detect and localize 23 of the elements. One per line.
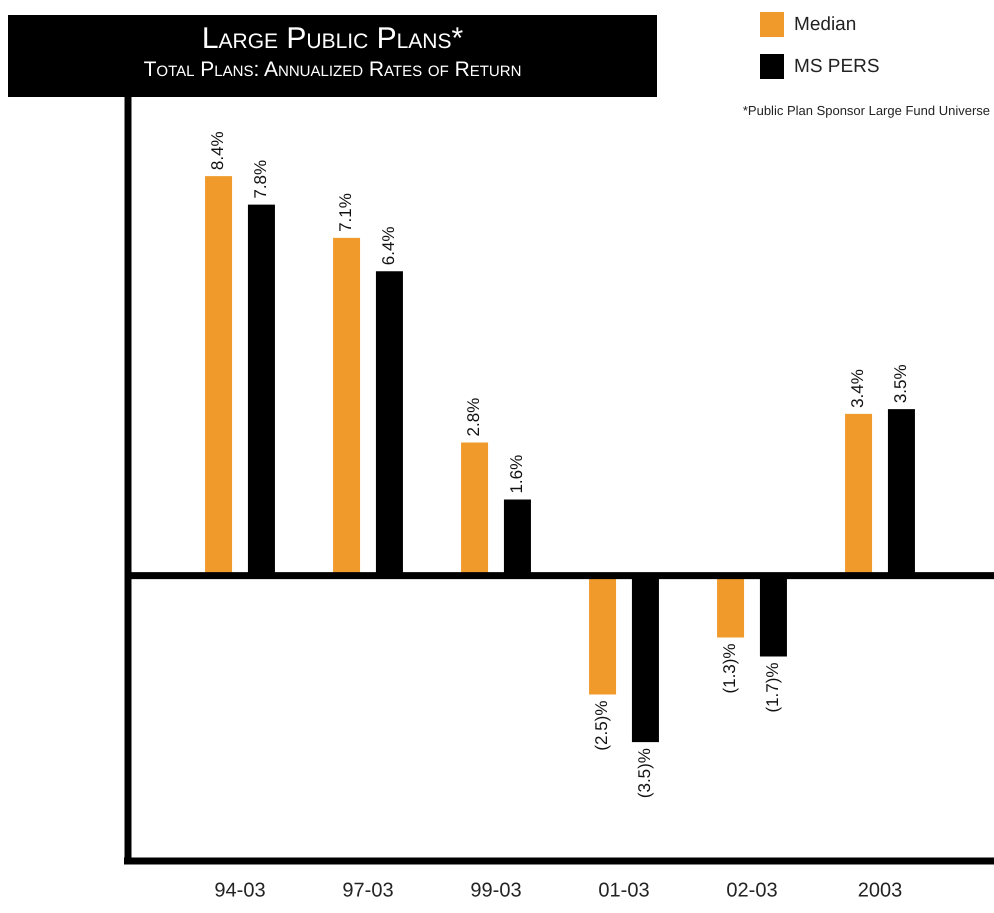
data-label: 2.8%: [464, 398, 484, 436]
data-label: 7.1%: [336, 193, 356, 232]
x-tick-label: 97-03: [342, 880, 394, 902]
data-label: 1.6%: [507, 454, 526, 494]
x-tick-label: 01-03: [598, 880, 650, 902]
data-label: (3.5)%: [635, 748, 654, 798]
legend-label: MS PERS: [794, 56, 880, 78]
chart-title: Large Public Plans*: [200, 21, 464, 57]
data-label: 8.4%: [208, 131, 228, 170]
data-label: (2.5)%: [592, 700, 612, 751]
data-label: (1.3)%: [720, 643, 740, 694]
x-tick-label: 94-03: [214, 880, 266, 902]
chart-subtitle: Total Plans: Annualized Rates of Return: [142, 57, 522, 83]
annotation: *Public Plan Sponsor Large Fund Universe: [742, 102, 990, 120]
data-label: 3.4%: [848, 369, 868, 408]
data-label: 7.8%: [251, 160, 270, 199]
x-tick-label: 02-03: [726, 880, 778, 902]
legend-label: Median: [794, 14, 856, 36]
x-tick-label: 99-03: [470, 880, 522, 902]
data-label: 6.4%: [379, 226, 398, 266]
data-label: (1.7)%: [763, 662, 782, 713]
x-tick-label: 2003: [858, 880, 902, 902]
data-label: 3.5%: [891, 364, 910, 404]
